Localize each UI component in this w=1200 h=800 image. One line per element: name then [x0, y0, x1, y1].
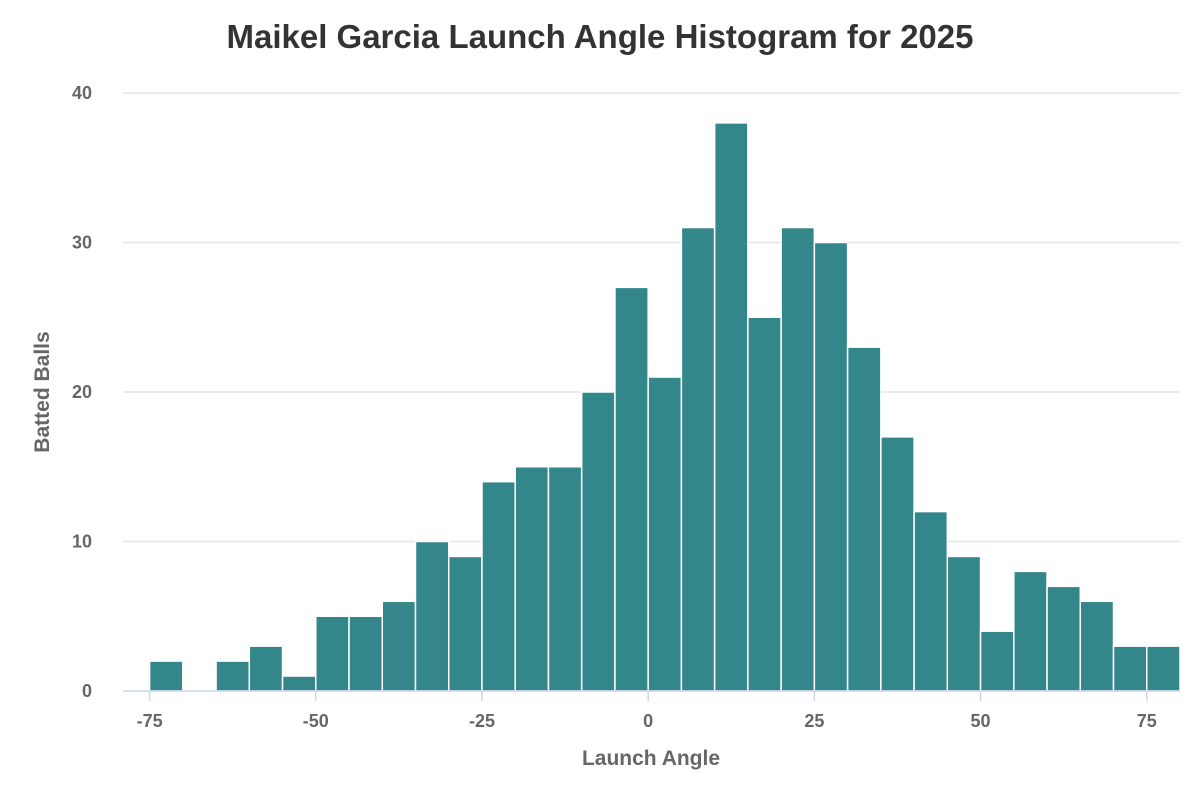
- histogram-bar: [580, 391, 616, 692]
- histogram-bar: [547, 466, 583, 692]
- y-tick-label: 40: [72, 83, 92, 103]
- y-axis-title: Batted Balls: [31, 331, 54, 452]
- histogram-bar: [215, 660, 251, 692]
- histogram-bar: [647, 376, 683, 692]
- histogram-bar: [680, 226, 716, 692]
- histogram-bar: [414, 540, 450, 692]
- histogram-bar: [713, 122, 749, 692]
- histogram-bar: [1146, 645, 1181, 692]
- x-tick-label: 50: [971, 711, 991, 731]
- histogram-bar: [1079, 600, 1115, 692]
- x-tick-label: -50: [303, 711, 329, 731]
- histogram-bar: [780, 226, 816, 692]
- histogram-bar: [281, 675, 317, 692]
- histogram-bar: [248, 645, 284, 692]
- y-tick-label: 30: [72, 233, 92, 253]
- histogram-bar: [348, 615, 384, 692]
- axes: 0 10 20 30 40 -75 -50 -25 0 25 50 75: [72, 83, 1180, 731]
- histogram-bar: [614, 286, 649, 692]
- histogram-bar: [747, 316, 782, 692]
- x-axis-title: Launch Angle: [582, 747, 720, 770]
- bars: [148, 122, 1181, 692]
- histogram-bar: [1112, 645, 1148, 692]
- x-tick-label: 75: [1137, 711, 1157, 731]
- histogram-bar: [315, 615, 350, 692]
- x-tick-label: 25: [804, 711, 824, 731]
- histogram-bar: [447, 555, 483, 692]
- y-tick-label: 20: [72, 382, 92, 402]
- histogram-bar: [946, 555, 982, 692]
- x-tick-label: -25: [469, 711, 495, 731]
- y-tick-label: 0: [82, 681, 92, 701]
- histogram-bar: [514, 466, 550, 692]
- histogram-bar: [381, 600, 417, 692]
- histogram-bar: [880, 436, 915, 692]
- histogram-bar: [1013, 570, 1048, 692]
- x-tick-label: 0: [643, 711, 653, 731]
- x-tick-label: -75: [137, 711, 163, 731]
- histogram-bar: [913, 510, 949, 692]
- histogram-bar: [813, 241, 849, 692]
- histogram-bar: [846, 346, 882, 692]
- histogram-bar: [481, 480, 516, 692]
- y-tick-label: 10: [72, 532, 92, 552]
- histogram-bar: [979, 630, 1015, 692]
- histogram-bar: [1046, 585, 1082, 692]
- histogram-bar: [148, 660, 184, 692]
- chart-title: Maikel Garcia Launch Angle Histogram for…: [226, 18, 973, 55]
